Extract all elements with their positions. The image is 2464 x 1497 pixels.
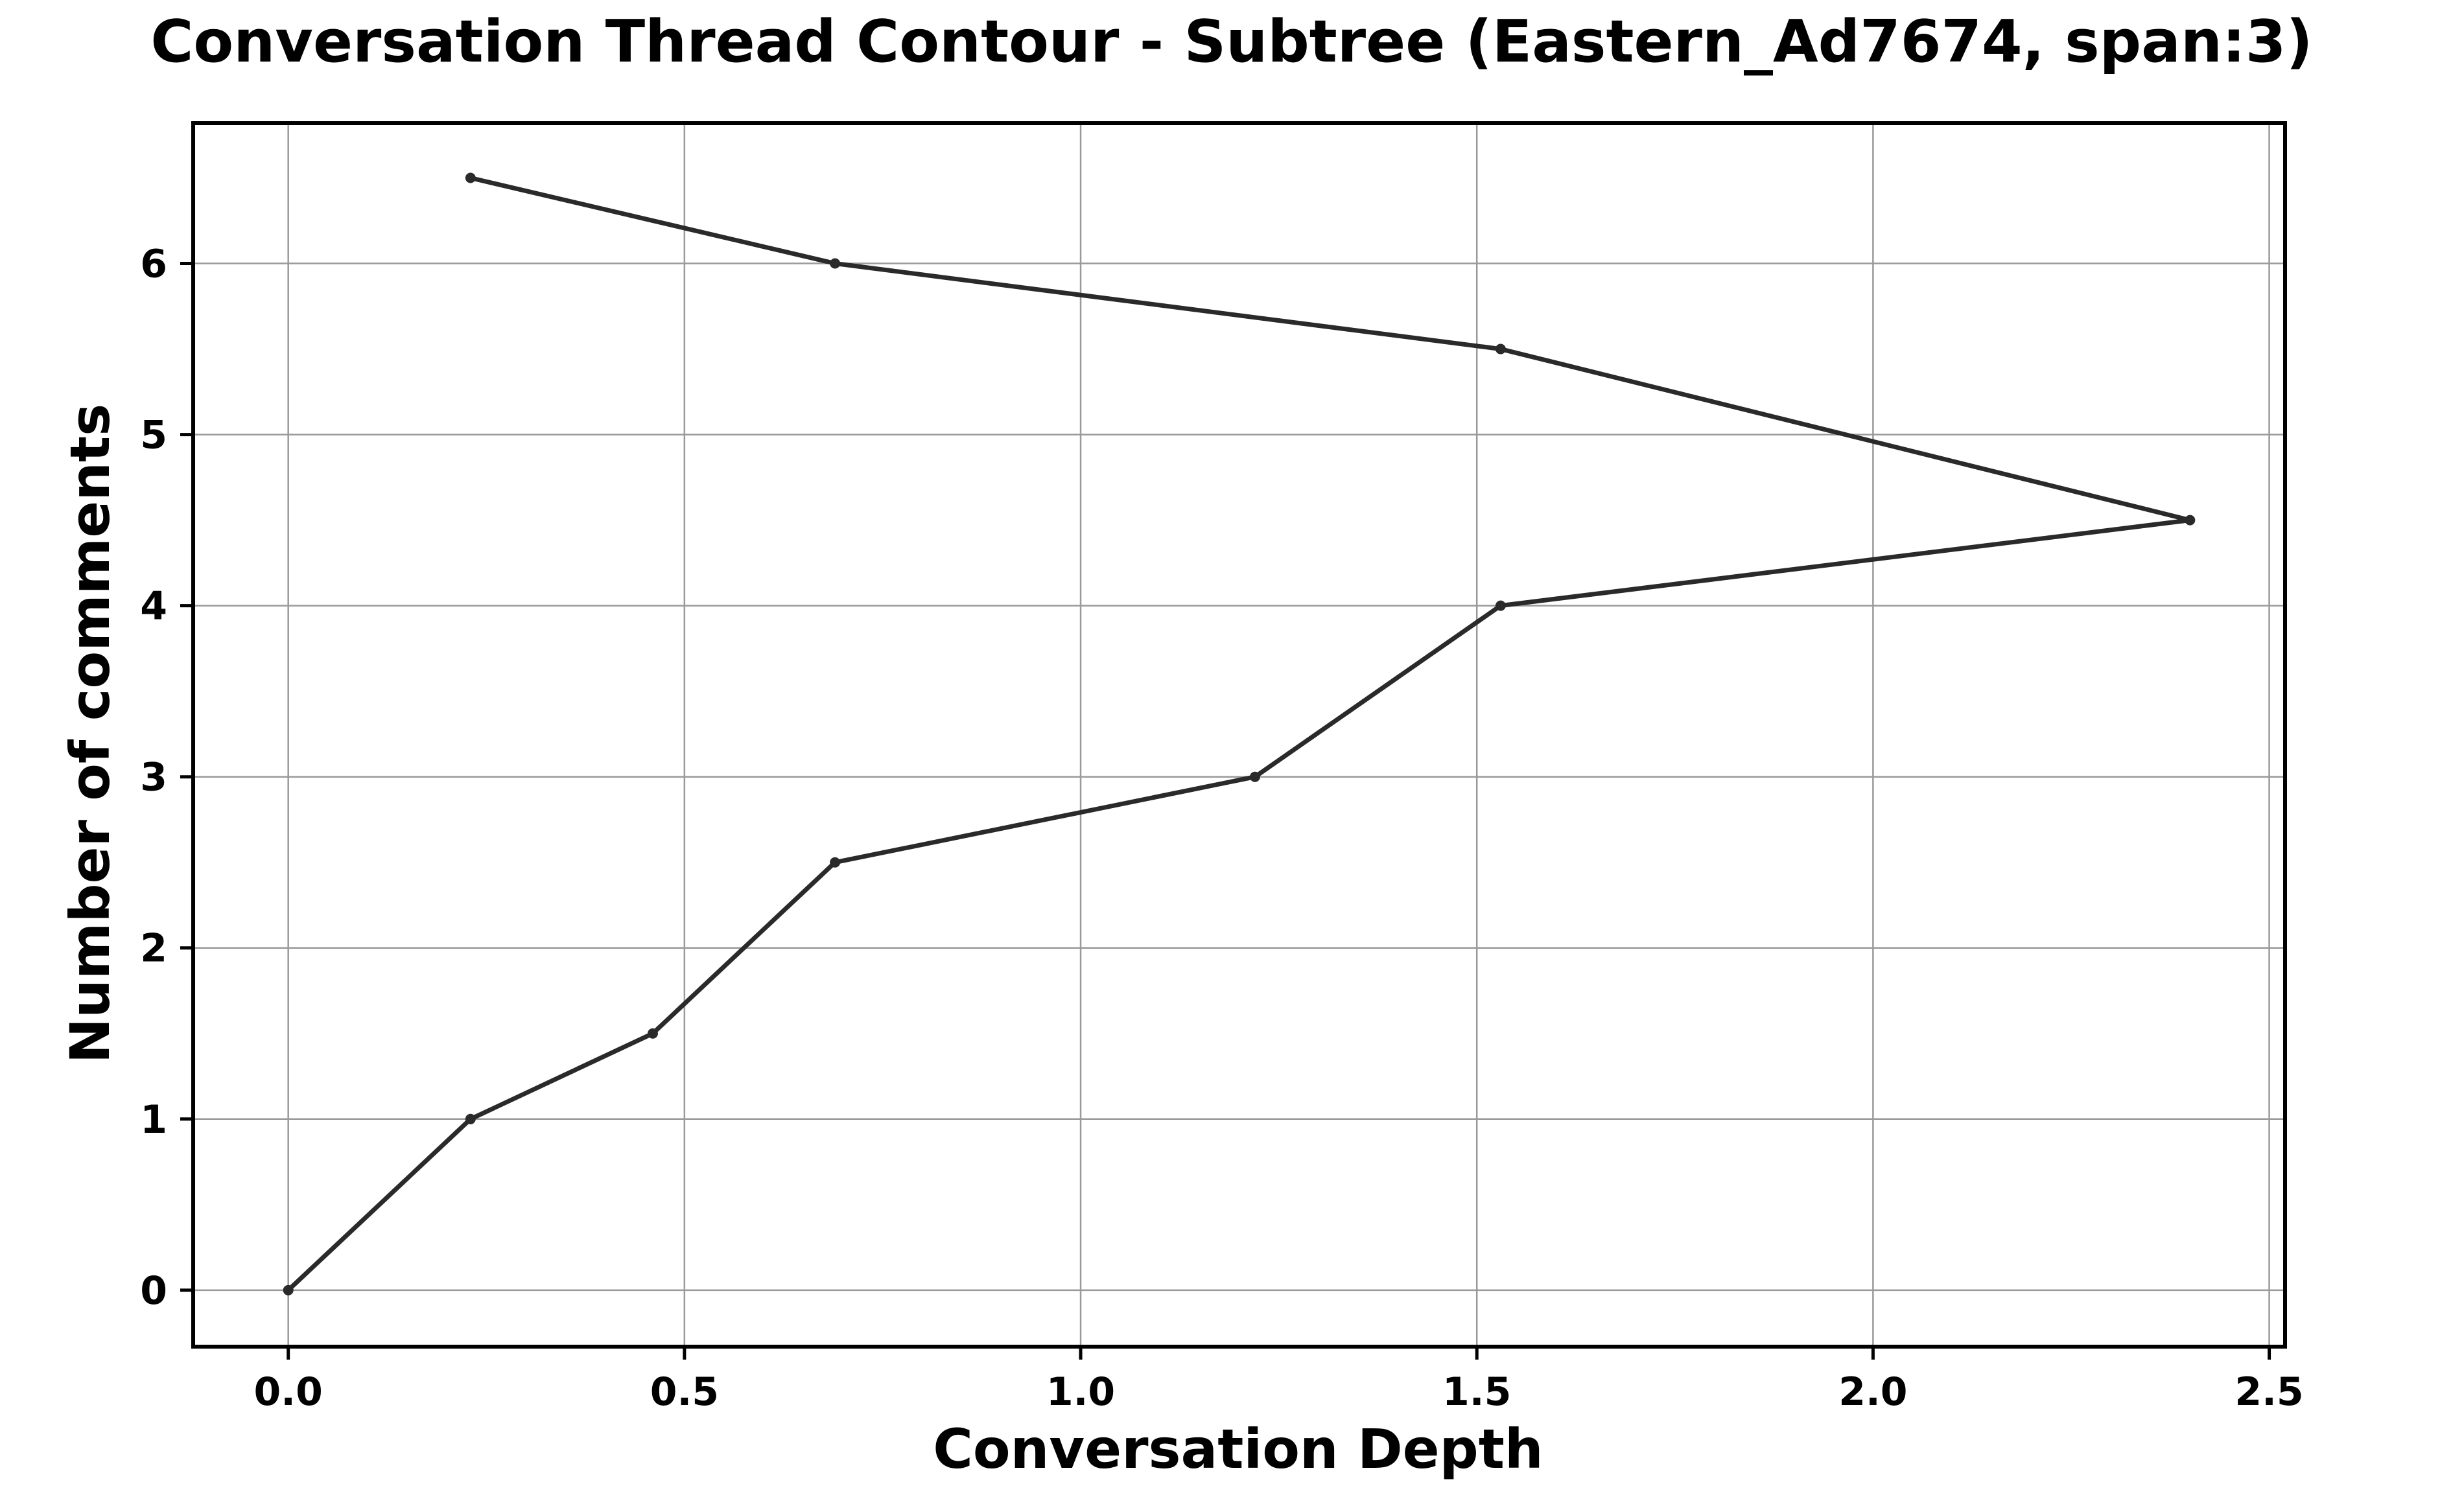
- series-layer: [283, 172, 2196, 1295]
- data-point: [465, 172, 476, 183]
- grid-layer: [193, 123, 2285, 1347]
- data-point: [1495, 343, 1506, 354]
- y-tick-label: 4: [140, 584, 167, 629]
- y-tick-label: 5: [140, 413, 167, 458]
- x-axis-ticks: 0.0 0.5 1.0 1.5 2.0 2.5: [254, 1347, 2304, 1415]
- data-point: [1249, 771, 1260, 782]
- data-point: [830, 258, 841, 269]
- y-tick-label: 6: [140, 242, 167, 287]
- y-tick-label: 1: [140, 1097, 167, 1143]
- data-point: [465, 1113, 476, 1124]
- y-tick-label: 2: [140, 926, 167, 971]
- x-tick-label: 2.0: [1838, 1369, 1907, 1415]
- x-tick-label: 1.5: [1442, 1369, 1511, 1415]
- plot-frame: [191, 121, 2287, 1349]
- x-tick-label: 2.5: [2235, 1369, 2303, 1415]
- data-point: [830, 857, 841, 868]
- chart-title: Conversation Thread Contour - Subtree (E…: [150, 8, 2312, 76]
- x-tick-label: 0.5: [650, 1369, 719, 1415]
- data-point: [647, 1028, 658, 1039]
- y-axis-label: Number of comments: [58, 404, 122, 1063]
- y-axis-ticks: 0 1 2 3 4 5 6: [140, 242, 193, 1314]
- data-point: [2185, 515, 2196, 526]
- data-point: [1495, 600, 1506, 611]
- series-line: [286, 175, 2192, 1293]
- x-tick-label: 1.0: [1046, 1369, 1115, 1415]
- y-tick-label: 3: [140, 755, 167, 800]
- y-tick-label: 0: [140, 1268, 167, 1314]
- data-point: [283, 1284, 294, 1295]
- x-axis-label: Conversation Depth: [933, 1417, 1543, 1481]
- x-tick-label: 0.0: [254, 1369, 323, 1415]
